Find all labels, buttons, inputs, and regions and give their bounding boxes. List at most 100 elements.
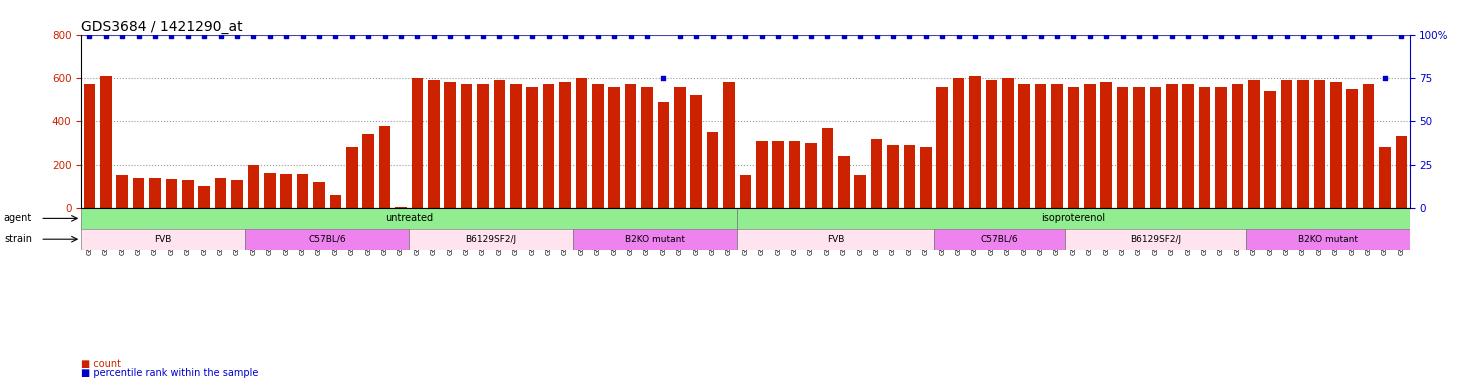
Point (1209, 33, 1232, 40)
Bar (1346, 89, 1358, 208)
Bar (100, 76, 112, 208)
Bar (245, 229, 409, 250)
Point (242, 33, 266, 40)
Point (816, 33, 840, 40)
Bar (409, 229, 573, 250)
Bar (248, 165, 260, 208)
Bar (1002, 78, 1014, 208)
Bar (624, 84, 636, 208)
Point (373, 33, 397, 40)
Bar (608, 86, 620, 208)
Point (996, 33, 1020, 40)
Point (143, 33, 167, 40)
Bar (1379, 147, 1390, 208)
Point (503, 33, 527, 40)
Point (192, 33, 215, 40)
Bar (1066, 229, 1246, 250)
Bar (658, 102, 669, 208)
Bar (788, 141, 800, 208)
Bar (1083, 84, 1095, 208)
Bar (81, 208, 737, 229)
Point (275, 33, 298, 40)
Point (258, 33, 282, 40)
Point (1061, 33, 1085, 40)
Point (1111, 33, 1135, 40)
Bar (81, 229, 245, 250)
Point (1308, 33, 1331, 40)
Bar (1215, 86, 1227, 208)
Point (782, 33, 806, 40)
Point (111, 33, 134, 40)
Bar (264, 173, 276, 208)
Point (849, 33, 872, 40)
Bar (576, 78, 587, 208)
Point (618, 33, 642, 40)
Point (832, 33, 856, 40)
Point (208, 33, 232, 40)
Bar (855, 175, 866, 208)
Bar (1199, 86, 1210, 208)
Bar (297, 174, 308, 208)
Bar (723, 82, 735, 208)
Point (602, 33, 626, 40)
Point (390, 33, 413, 40)
Bar (1035, 84, 1046, 208)
Bar (1134, 86, 1145, 208)
Point (127, 33, 151, 40)
Bar (838, 156, 850, 208)
Bar (1182, 84, 1194, 208)
Point (176, 33, 199, 40)
Point (1077, 33, 1101, 40)
Point (438, 33, 462, 40)
Point (799, 33, 822, 40)
Bar (149, 178, 161, 208)
Bar (1362, 84, 1374, 208)
Bar (477, 84, 489, 208)
Point (1193, 33, 1216, 40)
Point (1324, 33, 1348, 40)
Bar (1314, 80, 1325, 208)
Bar (543, 84, 555, 208)
Bar (363, 134, 373, 208)
Bar (737, 229, 934, 250)
Point (750, 33, 773, 40)
Point (586, 33, 610, 40)
Point (570, 33, 593, 40)
Text: ■ count: ■ count (81, 359, 121, 369)
Bar (1150, 86, 1162, 208)
Point (881, 33, 905, 40)
Point (537, 33, 561, 40)
Point (1128, 33, 1151, 40)
Bar (573, 229, 737, 250)
Bar (182, 180, 193, 208)
Bar (1396, 136, 1407, 208)
Bar (511, 84, 521, 208)
Point (766, 33, 790, 40)
Bar (117, 175, 128, 208)
Point (1045, 33, 1069, 40)
Point (717, 33, 741, 40)
Point (159, 33, 183, 40)
Bar (772, 141, 784, 208)
Bar (1281, 80, 1293, 208)
Point (1013, 33, 1036, 40)
Point (471, 33, 494, 40)
Bar (953, 78, 964, 208)
Point (1176, 33, 1200, 40)
Point (1160, 33, 1184, 40)
Point (1340, 33, 1364, 40)
Point (964, 33, 987, 40)
Text: B6129SF2/J: B6129SF2/J (1129, 235, 1181, 244)
Point (291, 33, 314, 40)
Text: B2KO mutant: B2KO mutant (1297, 235, 1358, 244)
Point (1292, 33, 1315, 40)
Point (1225, 33, 1249, 40)
Point (94, 33, 118, 40)
Point (701, 33, 725, 40)
Text: C57BL/6: C57BL/6 (308, 235, 345, 244)
Bar (412, 78, 424, 208)
Bar (1330, 82, 1342, 208)
Point (554, 33, 577, 40)
Point (422, 33, 446, 40)
Bar (691, 95, 703, 208)
